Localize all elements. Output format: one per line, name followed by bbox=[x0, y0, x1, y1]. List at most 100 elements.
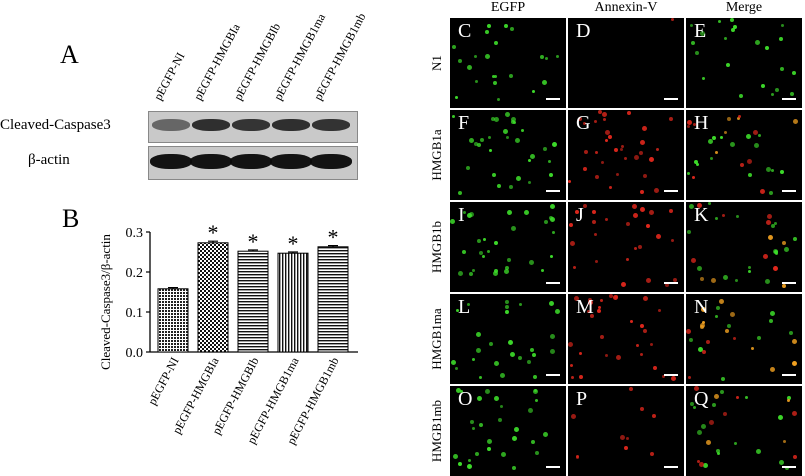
cell-dot bbox=[600, 299, 603, 302]
cell-dot bbox=[524, 210, 529, 215]
cell-dot bbox=[530, 154, 535, 159]
cell-dot bbox=[533, 375, 537, 379]
cell-dot bbox=[689, 338, 693, 342]
scale-bar bbox=[546, 190, 560, 192]
cell-dot bbox=[690, 402, 694, 406]
cell-dot bbox=[592, 220, 596, 224]
bar bbox=[197, 242, 229, 353]
cell-dot bbox=[497, 184, 501, 188]
cell-dot bbox=[792, 411, 797, 416]
cell-dot bbox=[748, 270, 751, 273]
cell-dot bbox=[770, 311, 775, 316]
cell-dot bbox=[700, 277, 704, 281]
cell-dot bbox=[514, 427, 519, 432]
scale-bar bbox=[782, 374, 796, 376]
cell-dot bbox=[477, 396, 482, 401]
cell-dot bbox=[695, 51, 699, 55]
cell-dot bbox=[723, 275, 728, 280]
cell-dot bbox=[485, 54, 490, 59]
cell-dot bbox=[458, 271, 463, 276]
cell-dot bbox=[494, 117, 499, 122]
actin-band bbox=[270, 154, 312, 169]
cell-dot bbox=[528, 181, 531, 184]
micrograph-panel: N bbox=[686, 294, 802, 384]
cell-dot bbox=[640, 190, 644, 194]
cell-dot bbox=[488, 136, 491, 139]
cell-dot bbox=[639, 151, 643, 155]
scale-bar bbox=[782, 98, 796, 100]
cell-dot bbox=[761, 84, 765, 88]
cell-dot bbox=[605, 218, 608, 221]
bar bbox=[157, 288, 189, 353]
micrograph-row-label: HMGB1a bbox=[429, 129, 444, 181]
cell-dot bbox=[726, 63, 730, 67]
cell-dot bbox=[774, 222, 777, 225]
cell-dot bbox=[511, 226, 516, 231]
cell-dot bbox=[721, 377, 725, 381]
micrograph-panel-letter: Q bbox=[694, 388, 709, 410]
cell-dot bbox=[508, 340, 513, 345]
cell-dot bbox=[474, 142, 478, 146]
cell-dot bbox=[766, 167, 771, 172]
cell-dot bbox=[656, 148, 659, 151]
cell-dot bbox=[543, 432, 548, 437]
cell-dot bbox=[634, 155, 639, 160]
scale-bar bbox=[782, 190, 796, 192]
cell-dot bbox=[671, 376, 676, 381]
cell-dot bbox=[792, 339, 797, 344]
cell-dot bbox=[724, 37, 727, 40]
cell-dot bbox=[725, 329, 729, 333]
cell-dot bbox=[748, 266, 751, 269]
cell-dot bbox=[452, 115, 455, 118]
cell-dot bbox=[691, 41, 695, 45]
cell-dot bbox=[509, 185, 513, 189]
cell-dot bbox=[594, 120, 597, 123]
cell-dot bbox=[463, 211, 466, 214]
scale-bar bbox=[664, 282, 678, 284]
cell-dot bbox=[594, 233, 597, 236]
cell-dot bbox=[592, 210, 596, 214]
cell-dot bbox=[505, 300, 509, 304]
cell-dot bbox=[492, 173, 496, 177]
cell-dot bbox=[780, 67, 784, 71]
error-bar bbox=[248, 249, 258, 252]
micrograph-panel: G bbox=[568, 110, 684, 200]
cell-dot bbox=[649, 210, 654, 215]
cell-dot bbox=[787, 399, 790, 402]
cell-dot bbox=[570, 364, 573, 367]
cell-dot bbox=[569, 223, 573, 227]
cell-dot bbox=[556, 55, 559, 58]
caspase-band bbox=[232, 119, 270, 131]
cell-dot bbox=[771, 93, 774, 96]
cell-dot bbox=[632, 204, 637, 209]
micrograph-panel: O bbox=[450, 386, 566, 476]
micrograph-column-header: EGFP bbox=[490, 0, 526, 15]
cell-dot bbox=[458, 191, 462, 195]
cell-dot bbox=[609, 294, 613, 298]
cell-dot bbox=[451, 360, 456, 365]
cell-dot bbox=[550, 349, 555, 354]
cell-dot bbox=[503, 129, 508, 134]
micrograph-panel-letter: C bbox=[458, 20, 472, 42]
cell-dot bbox=[453, 454, 458, 459]
cell-dot bbox=[793, 237, 797, 241]
cell-dot bbox=[671, 239, 674, 242]
cell-dot bbox=[753, 130, 758, 135]
cell-dot bbox=[699, 462, 704, 467]
cell-dot bbox=[716, 306, 720, 310]
panel-b-letter: B bbox=[62, 204, 80, 233]
cell-dot bbox=[510, 27, 514, 31]
cell-dot bbox=[609, 186, 612, 189]
wb-row-label-caspase: Cleaved-Caspase3 bbox=[0, 117, 111, 133]
cell-dot bbox=[616, 173, 619, 176]
cell-dot bbox=[702, 321, 705, 324]
cell-dot bbox=[771, 224, 775, 228]
y-tick-label: 0.1 bbox=[126, 306, 144, 321]
cell-dot bbox=[665, 283, 669, 287]
cell-dot bbox=[688, 376, 691, 379]
cell-dot bbox=[654, 188, 659, 193]
micrograph-panel-letter: N bbox=[694, 296, 709, 318]
cell-dot bbox=[485, 389, 490, 394]
cell-dot bbox=[469, 138, 474, 143]
cell-dot bbox=[466, 166, 470, 170]
